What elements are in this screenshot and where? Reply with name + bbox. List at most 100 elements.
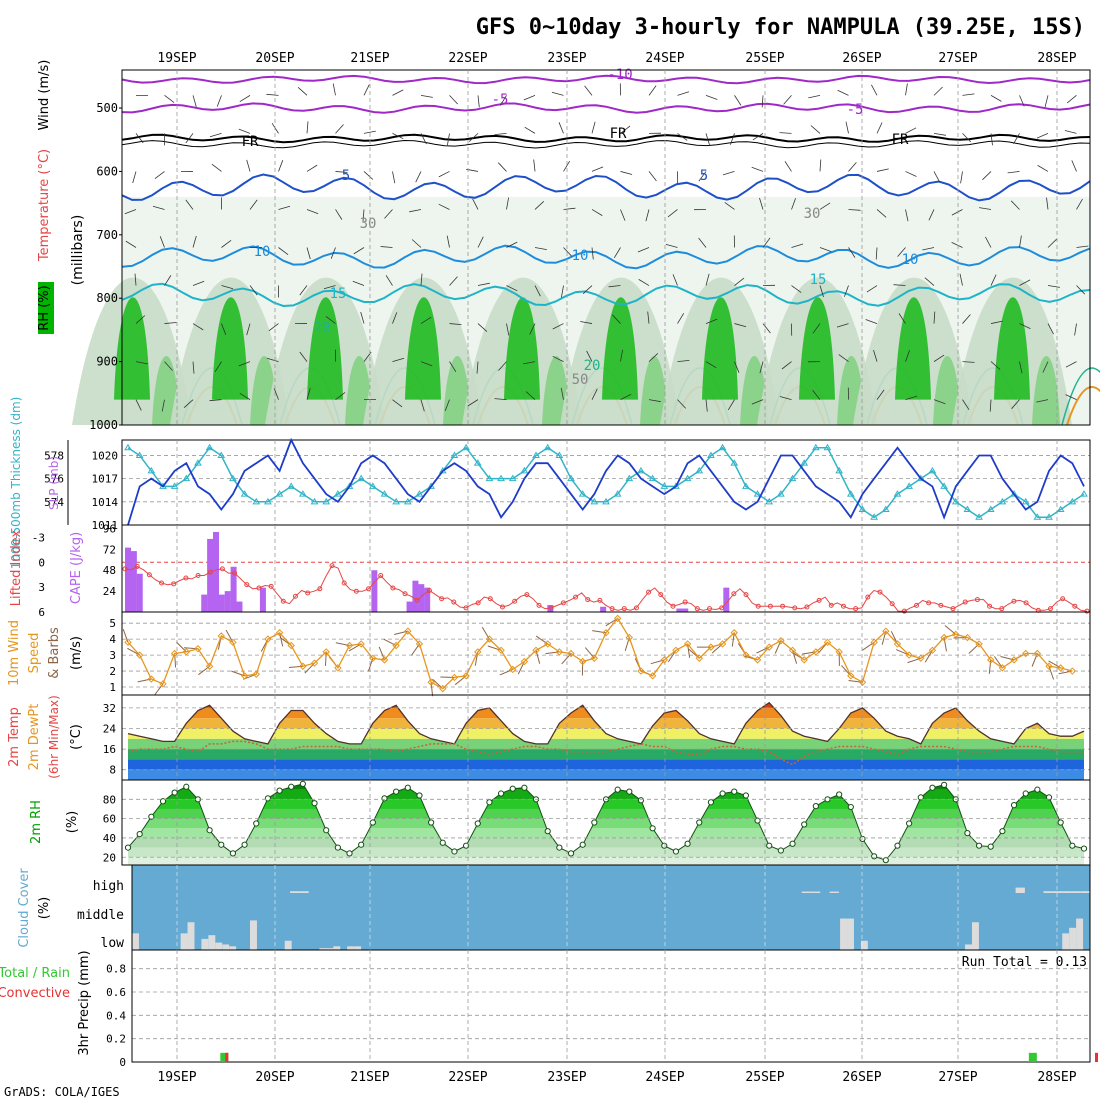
li-point — [317, 586, 323, 592]
li-point — [1011, 598, 1017, 604]
rh-point — [509, 785, 516, 792]
cloud-level-label: low — [101, 936, 125, 951]
thickness-point — [567, 474, 575, 482]
rh-bands — [128, 783, 1084, 865]
rh-label-2: (%) — [65, 811, 80, 834]
rh-tick-label: 80 — [103, 793, 116, 806]
wind-barb — [363, 130, 376, 134]
wind-barb — [848, 247, 856, 258]
wind-speed-point — [637, 667, 645, 675]
li-point — [743, 592, 749, 598]
precip-tick-label: 0.8 — [106, 963, 126, 976]
rh-point — [812, 802, 819, 810]
wind-speed-point — [182, 648, 191, 656]
thickness-point — [135, 451, 144, 458]
wind-barb — [1010, 200, 1020, 210]
wind-barb — [152, 205, 165, 210]
wind-barb — [905, 83, 908, 96]
wind-speed-point — [578, 657, 587, 666]
wind-barb — [645, 209, 650, 222]
credit-label: GrADS: COLA/IGES — [4, 1085, 120, 1099]
li-point — [914, 602, 920, 608]
wind-barb — [612, 314, 621, 324]
li-point — [816, 597, 822, 603]
wind-axis-label: Wind (m/s) — [37, 60, 52, 131]
li-point — [853, 606, 859, 612]
cloud-low-bar — [965, 944, 972, 950]
rh-point — [789, 840, 796, 847]
li-point — [353, 588, 359, 594]
wind-barb — [266, 357, 279, 362]
cloud-low-bar — [284, 940, 292, 950]
wind-barb — [164, 361, 173, 371]
wind-barb — [1046, 197, 1049, 210]
pressure-frame — [121, 69, 1091, 426]
precip-tick-label: 0.6 — [106, 986, 126, 999]
wind-speed-point — [205, 662, 214, 670]
wind-barb — [192, 235, 197, 248]
wind-speed-point — [928, 646, 937, 655]
li-point — [463, 605, 469, 611]
cloud-low-bar — [319, 948, 327, 950]
wind-speed-point — [509, 665, 517, 674]
wind-barb — [620, 393, 632, 400]
wind-speed-point — [194, 645, 202, 653]
contour-label: 10 — [902, 252, 919, 268]
wind-barb — [979, 207, 992, 210]
cape-bar — [418, 584, 425, 612]
wind-barb — [876, 122, 883, 134]
wind-barb — [306, 387, 311, 400]
wind-speed-point — [777, 637, 785, 645]
wind-barb — [1037, 165, 1049, 172]
wind-barb — [523, 94, 536, 101]
wind-barb — [449, 323, 462, 325]
contour-label: 50 — [572, 372, 589, 388]
date-label-bottom: 25SEP — [745, 1070, 784, 1085]
wind-barb — [705, 399, 708, 412]
rh-shade-dark — [405, 297, 441, 400]
wind-barb — [933, 399, 946, 405]
wind-barb — [494, 132, 507, 135]
rh-point — [649, 825, 656, 832]
cape-bar — [218, 594, 225, 612]
contour-label: 15 — [330, 286, 347, 302]
li-point — [475, 600, 481, 606]
wind-barb — [677, 91, 690, 96]
thickness-point — [415, 490, 424, 497]
wind-barb — [506, 323, 510, 336]
wind-barb — [415, 171, 422, 183]
cape-bar — [125, 547, 131, 612]
wind-barb — [759, 361, 764, 374]
li-point — [731, 591, 737, 597]
wind-barb — [214, 361, 222, 373]
wind-barb — [865, 319, 878, 324]
rh-point — [334, 844, 341, 851]
wind-barb — [468, 133, 479, 142]
wind-barb — [591, 166, 604, 172]
thickness-point — [707, 451, 715, 458]
wind-barb — [1065, 394, 1077, 401]
rh-point — [218, 841, 225, 848]
rh-legend-swatch — [38, 282, 54, 334]
wind-barb — [534, 247, 547, 250]
li-point — [901, 608, 907, 614]
rh-point — [684, 840, 691, 847]
wind-barb — [990, 95, 1002, 102]
temp-contour-20 — [1061, 367, 1100, 426]
thickness-point — [660, 482, 669, 489]
wind-barb — [164, 95, 175, 103]
rh-point — [439, 839, 446, 846]
rh-point — [369, 819, 376, 826]
contour-minus-5 — [121, 102, 1091, 114]
convective-bar — [1095, 1052, 1098, 1062]
li-point — [719, 605, 725, 611]
wind-barb — [363, 171, 374, 180]
wind-barb — [476, 361, 479, 374]
wind-barb — [784, 161, 792, 172]
wind-barb — [558, 122, 564, 134]
wind-barb — [819, 202, 831, 210]
pressure-tick-label: 1000 — [89, 418, 118, 432]
temp-tick-label: 16 — [103, 743, 116, 756]
rh-point — [754, 817, 761, 824]
wind-barb — [360, 311, 365, 324]
